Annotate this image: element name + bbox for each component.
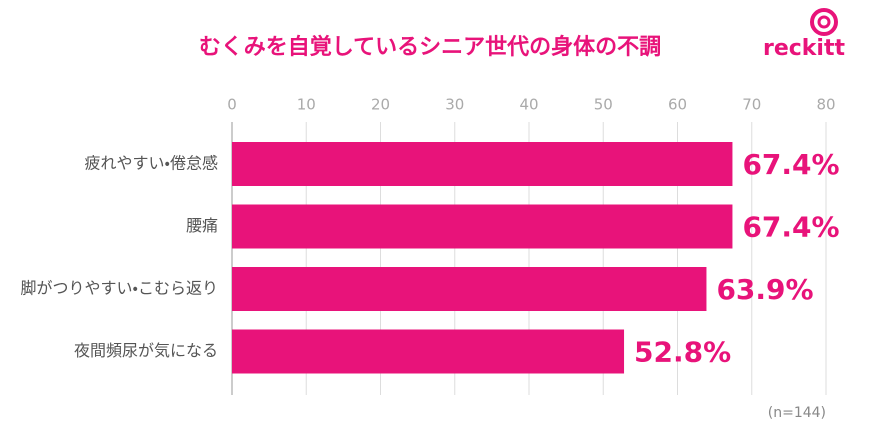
note: (n=144) [768,405,826,421]
logo-icon [810,8,838,36]
value-label: 63.9% [716,273,813,306]
x-tick-label: 10 [297,96,316,114]
x-tick-label: 80 [816,96,835,114]
category-label: 疲れやすい・倦怠感 [85,154,218,173]
x-tick-label: 20 [371,96,390,114]
chart-title: むくみを自覚しているシニア世代の身体の不調 [199,34,661,60]
category-label: 脚がつりやすい・こむら返り [21,279,218,298]
x-tick-label: 30 [445,96,464,114]
x-tick-label: 60 [668,96,687,114]
category-label: 夜間頻尿が気になる [74,341,218,360]
value-label: 67.4% [742,148,839,181]
bar [232,267,707,311]
bar [232,204,733,249]
bar [232,142,733,186]
category-label: 腰痛 [186,216,218,235]
x-tick-label: 0 [227,96,237,114]
logo: reckitt [763,36,846,61]
x-tick-label: 70 [742,96,761,114]
x-tick-label: 50 [594,96,613,114]
x-tick-label: 40 [519,96,538,114]
value-label: 52.8% [634,336,731,369]
bar [232,329,625,374]
value-label: 67.4% [742,211,839,244]
